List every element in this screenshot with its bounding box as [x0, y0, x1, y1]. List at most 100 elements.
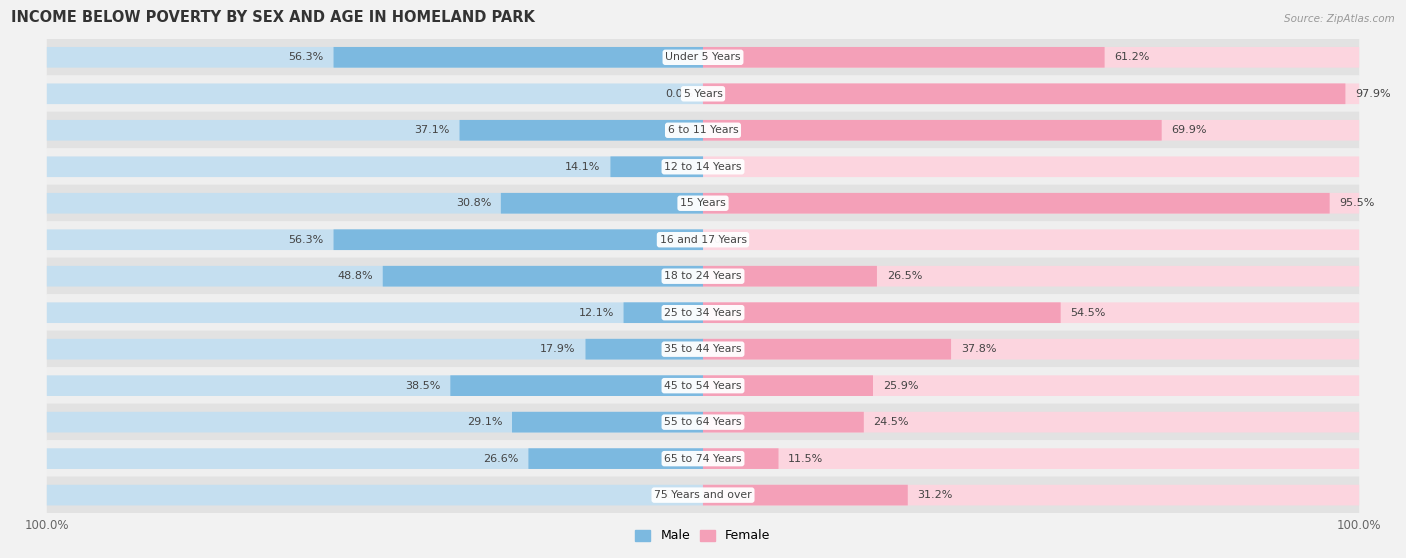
Text: 17.9%: 17.9%: [540, 344, 575, 354]
FancyBboxPatch shape: [46, 412, 703, 432]
Text: 97.9%: 97.9%: [1355, 89, 1391, 99]
Text: 48.8%: 48.8%: [337, 271, 373, 281]
Text: 69.9%: 69.9%: [1171, 126, 1206, 135]
Text: 29.1%: 29.1%: [467, 417, 502, 427]
FancyBboxPatch shape: [382, 266, 703, 287]
Text: 11.5%: 11.5%: [789, 454, 824, 464]
FancyBboxPatch shape: [46, 302, 703, 323]
Text: 95.5%: 95.5%: [1340, 198, 1375, 208]
FancyBboxPatch shape: [703, 120, 1161, 141]
FancyBboxPatch shape: [623, 302, 703, 323]
Text: 5 Years: 5 Years: [683, 89, 723, 99]
Text: 12 to 14 Years: 12 to 14 Years: [664, 162, 742, 172]
FancyBboxPatch shape: [450, 376, 703, 396]
FancyBboxPatch shape: [46, 376, 703, 396]
Text: 25 to 34 Years: 25 to 34 Years: [664, 307, 742, 318]
FancyBboxPatch shape: [46, 120, 703, 141]
Text: 18 to 24 Years: 18 to 24 Years: [664, 271, 742, 281]
Text: 25.9%: 25.9%: [883, 381, 918, 391]
Text: 0.0%: 0.0%: [665, 89, 693, 99]
FancyBboxPatch shape: [703, 412, 1360, 432]
FancyBboxPatch shape: [529, 448, 703, 469]
Text: 26.6%: 26.6%: [484, 454, 519, 464]
Text: 0.0%: 0.0%: [713, 162, 741, 172]
FancyBboxPatch shape: [46, 148, 1360, 185]
Text: 15 Years: 15 Years: [681, 198, 725, 208]
FancyBboxPatch shape: [703, 302, 1060, 323]
Text: 30.8%: 30.8%: [456, 198, 491, 208]
FancyBboxPatch shape: [501, 193, 703, 214]
Text: 0.0%: 0.0%: [665, 490, 693, 500]
FancyBboxPatch shape: [703, 84, 1360, 104]
FancyBboxPatch shape: [46, 448, 703, 469]
FancyBboxPatch shape: [46, 266, 703, 287]
FancyBboxPatch shape: [46, 339, 703, 359]
FancyBboxPatch shape: [46, 156, 703, 177]
Text: 16 and 17 Years: 16 and 17 Years: [659, 235, 747, 245]
Text: 37.8%: 37.8%: [960, 344, 997, 354]
Text: 31.2%: 31.2%: [918, 490, 953, 500]
FancyBboxPatch shape: [46, 294, 1360, 331]
Legend: Male, Female: Male, Female: [630, 525, 776, 547]
FancyBboxPatch shape: [460, 120, 703, 141]
Text: 75 Years and over: 75 Years and over: [654, 490, 752, 500]
FancyBboxPatch shape: [703, 193, 1360, 214]
Text: Under 5 Years: Under 5 Years: [665, 52, 741, 62]
FancyBboxPatch shape: [610, 156, 703, 177]
FancyBboxPatch shape: [46, 440, 1360, 477]
FancyBboxPatch shape: [703, 376, 873, 396]
Text: 26.5%: 26.5%: [887, 271, 922, 281]
FancyBboxPatch shape: [703, 266, 1360, 287]
FancyBboxPatch shape: [46, 258, 1360, 295]
FancyBboxPatch shape: [703, 485, 908, 506]
FancyBboxPatch shape: [46, 39, 1360, 76]
Text: 65 to 74 Years: 65 to 74 Years: [664, 454, 742, 464]
FancyBboxPatch shape: [703, 339, 1360, 359]
FancyBboxPatch shape: [703, 193, 1330, 214]
Text: 14.1%: 14.1%: [565, 162, 600, 172]
FancyBboxPatch shape: [46, 367, 1360, 404]
FancyBboxPatch shape: [703, 156, 1360, 177]
Text: 38.5%: 38.5%: [405, 381, 440, 391]
FancyBboxPatch shape: [703, 266, 877, 287]
FancyBboxPatch shape: [703, 47, 1105, 68]
FancyBboxPatch shape: [46, 47, 703, 68]
Text: Source: ZipAtlas.com: Source: ZipAtlas.com: [1284, 14, 1395, 24]
FancyBboxPatch shape: [46, 75, 1360, 112]
FancyBboxPatch shape: [703, 412, 863, 432]
FancyBboxPatch shape: [703, 376, 1360, 396]
FancyBboxPatch shape: [703, 448, 779, 469]
FancyBboxPatch shape: [46, 330, 1360, 368]
FancyBboxPatch shape: [512, 412, 703, 432]
FancyBboxPatch shape: [46, 185, 1360, 222]
FancyBboxPatch shape: [46, 229, 703, 250]
Text: 56.3%: 56.3%: [288, 52, 323, 62]
FancyBboxPatch shape: [703, 485, 1360, 506]
FancyBboxPatch shape: [46, 84, 703, 104]
FancyBboxPatch shape: [703, 120, 1360, 141]
FancyBboxPatch shape: [46, 193, 703, 214]
FancyBboxPatch shape: [46, 221, 1360, 258]
FancyBboxPatch shape: [46, 112, 1360, 149]
Text: 6 to 11 Years: 6 to 11 Years: [668, 126, 738, 135]
Text: 37.1%: 37.1%: [415, 126, 450, 135]
FancyBboxPatch shape: [333, 229, 703, 250]
Text: 12.1%: 12.1%: [578, 307, 614, 318]
FancyBboxPatch shape: [46, 477, 1360, 514]
FancyBboxPatch shape: [703, 84, 1346, 104]
FancyBboxPatch shape: [333, 47, 703, 68]
FancyBboxPatch shape: [703, 229, 1360, 250]
FancyBboxPatch shape: [703, 302, 1360, 323]
Text: 45 to 54 Years: 45 to 54 Years: [664, 381, 742, 391]
Text: 61.2%: 61.2%: [1115, 52, 1150, 62]
FancyBboxPatch shape: [585, 339, 703, 359]
Text: 24.5%: 24.5%: [873, 417, 910, 427]
Text: 54.5%: 54.5%: [1070, 307, 1105, 318]
Text: 35 to 44 Years: 35 to 44 Years: [664, 344, 742, 354]
FancyBboxPatch shape: [703, 448, 1360, 469]
FancyBboxPatch shape: [703, 47, 1360, 68]
Text: 56.3%: 56.3%: [288, 235, 323, 245]
Text: 0.0%: 0.0%: [713, 235, 741, 245]
FancyBboxPatch shape: [46, 485, 703, 506]
FancyBboxPatch shape: [46, 403, 1360, 441]
